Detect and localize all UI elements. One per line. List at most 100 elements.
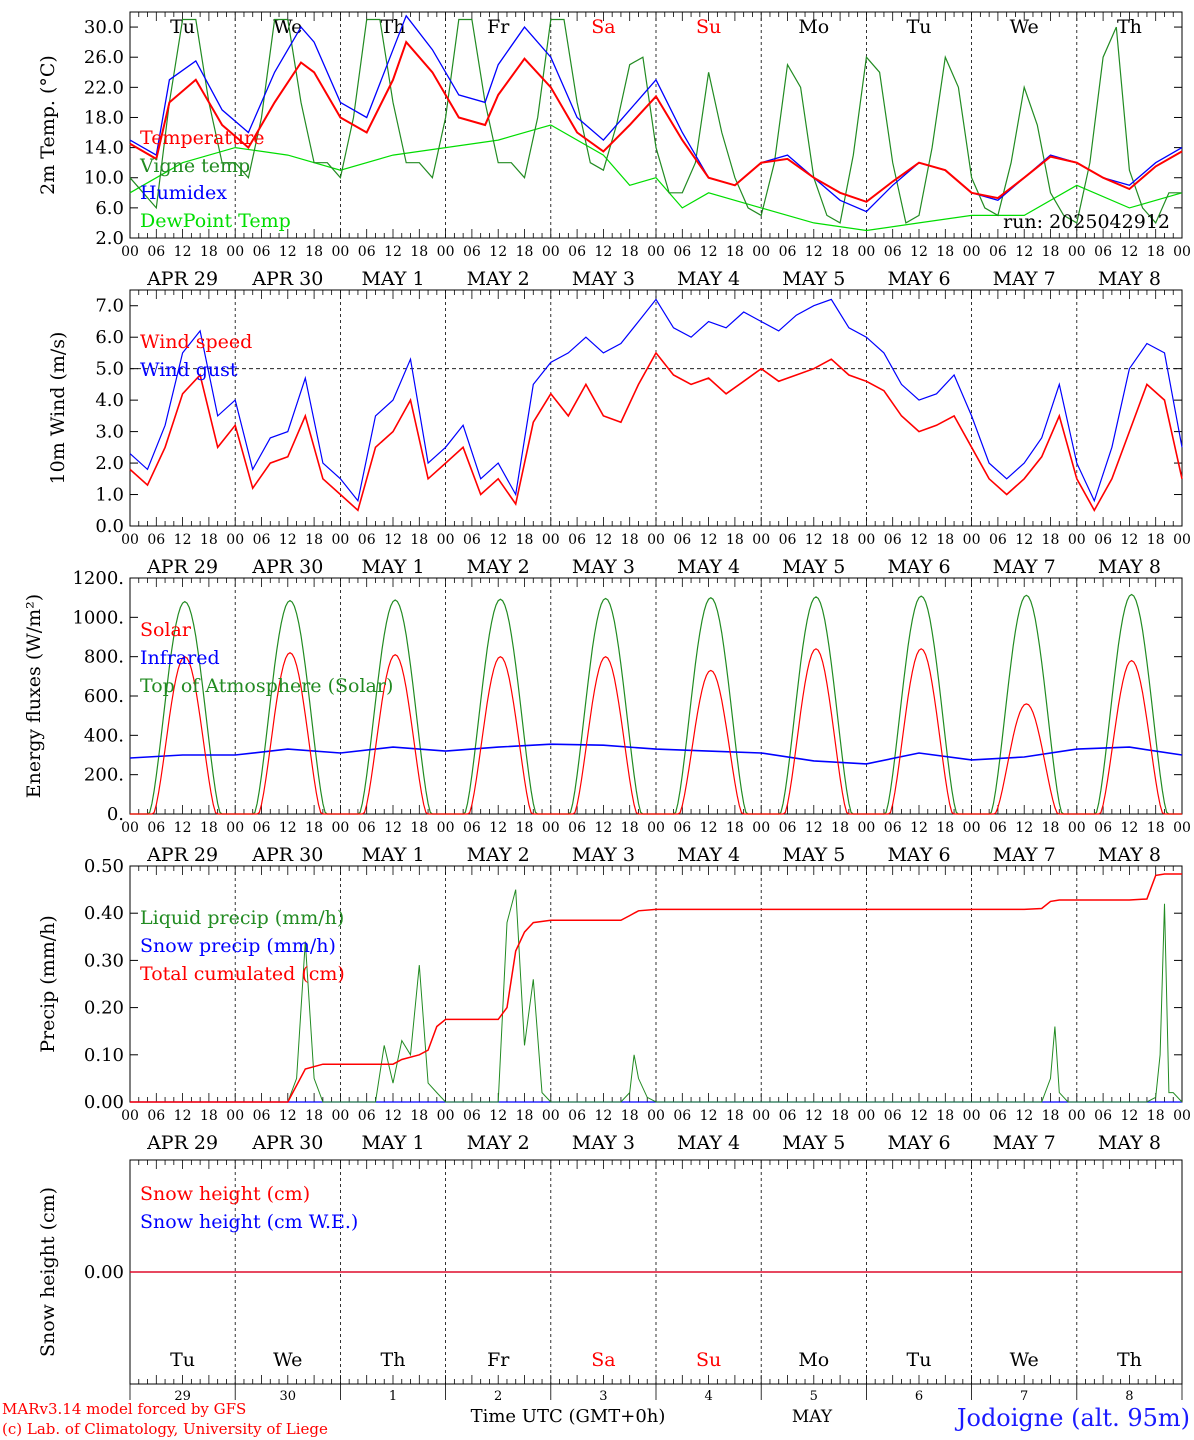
x-hour-label: 12 xyxy=(489,1108,507,1124)
x-date-label: MAY 1 xyxy=(361,1132,424,1154)
y-tick-label: 800. xyxy=(84,647,124,668)
series-label-wind-speed: Wind speed xyxy=(140,331,252,353)
x-date-label: MAY 3 xyxy=(572,844,635,866)
x-hour-label: 12 xyxy=(805,244,823,260)
x-hour-label: 00 xyxy=(857,1108,875,1124)
series-label-vigne-temp: Vigne temp xyxy=(139,155,250,177)
bottom-day-number: 29 xyxy=(174,1389,191,1404)
x-hour-label: 18 xyxy=(1147,1108,1165,1124)
x-hour-label: 12 xyxy=(384,244,402,260)
series-line-wind-speed xyxy=(129,351,1183,512)
y-tick-label: 0.20 xyxy=(84,998,124,1019)
x-hour-label: 18 xyxy=(516,244,534,260)
x-date-label: APR 29 xyxy=(146,1132,218,1154)
x-hour-label: 00 xyxy=(963,244,981,260)
x-date-label: APR 30 xyxy=(251,1132,323,1154)
y-axis-label: 10m Wind (m/s) xyxy=(47,332,69,485)
bottom-day-number: 2 xyxy=(494,1389,502,1404)
x-hour-label: 12 xyxy=(174,820,192,836)
x-hour-label: 18 xyxy=(200,532,218,548)
x-hour-label: 18 xyxy=(621,244,639,260)
x-date-label: APR 30 xyxy=(251,268,323,290)
y-tick-label: 22.0 xyxy=(84,77,124,98)
x-date-label: MAY 5 xyxy=(782,844,845,866)
x-hour-label: 06 xyxy=(463,1108,481,1124)
x-hour-label: 06 xyxy=(989,532,1007,548)
x-date-label: MAY 1 xyxy=(361,556,424,578)
x-hour-label: 00 xyxy=(857,820,875,836)
weekday-label: We xyxy=(273,16,302,38)
x-hour-label: 06 xyxy=(463,532,481,548)
x-hour-label: 12 xyxy=(279,1108,297,1124)
series-label-solar: Solar xyxy=(140,619,192,641)
x-hour-label: 12 xyxy=(910,820,928,836)
x-hour-label: 06 xyxy=(673,820,691,836)
x-hour-label: 12 xyxy=(594,244,612,260)
x-hour-label: 06 xyxy=(673,244,691,260)
x-hour-label: 18 xyxy=(1042,532,1060,548)
x-hour-label: 06 xyxy=(358,532,376,548)
x-hour-label: 18 xyxy=(1042,1108,1060,1124)
x-hour-label: 06 xyxy=(779,532,797,548)
x-hour-label: 06 xyxy=(568,532,586,548)
x-hour-label: 18 xyxy=(1042,820,1060,836)
x-hour-label: 00 xyxy=(542,532,560,548)
x-hour-label: 18 xyxy=(305,244,323,260)
y-tick-label: 14.0 xyxy=(84,138,124,159)
x-hour-label: 00 xyxy=(1173,820,1191,836)
x-hour-label: 06 xyxy=(253,532,271,548)
x-hour-label: 06 xyxy=(568,820,586,836)
x-date-label: APR 29 xyxy=(146,268,218,290)
location-label: Jodoigne (alt. 95m) xyxy=(954,1404,1190,1432)
x-date-label: MAY 5 xyxy=(782,1132,845,1154)
model-credit: MARv3.14 model forced by GFS xyxy=(2,1400,246,1418)
x-hour-label: 12 xyxy=(174,244,192,260)
x-hour-label: 00 xyxy=(752,1108,770,1124)
series-line-dewpoint-temp xyxy=(129,124,1183,232)
x-hour-label: 06 xyxy=(989,1108,1007,1124)
x-hour-label: 06 xyxy=(779,244,797,260)
x-hour-label: 12 xyxy=(174,532,192,548)
x-hour-label: 00 xyxy=(1068,244,1086,260)
x-hour-label: 06 xyxy=(884,1108,902,1124)
x-hour-label: 00 xyxy=(331,244,349,260)
x-hour-label: 18 xyxy=(831,1108,849,1124)
run-annotation: run: 2025042912 xyxy=(1003,211,1170,233)
x-hour-label: 06 xyxy=(989,244,1007,260)
x-hour-label: 00 xyxy=(437,820,455,836)
x-hour-label: 06 xyxy=(884,244,902,260)
x-hour-label: 12 xyxy=(1120,244,1138,260)
x-hour-label: 00 xyxy=(226,532,244,548)
x-hour-label: 00 xyxy=(437,1108,455,1124)
weekday-label: Sa xyxy=(591,16,615,38)
x-hour-label: 12 xyxy=(384,532,402,548)
x-hour-label: 06 xyxy=(1094,244,1112,260)
time-axis-label: Time UTC (GMT+0h) xyxy=(471,1406,666,1427)
bottom-axis: Tu We Th Fr Sa Su Mo Tu We Th 29 30 1 2 3 4 5 6 7 8 MAY Tim… xyxy=(129,1349,1183,1427)
weekday-label: We xyxy=(1010,16,1039,38)
y-tick-label: 1200. xyxy=(72,568,124,589)
x-hour-label: 00 xyxy=(963,1108,981,1124)
x-date-label: MAY 1 xyxy=(361,268,424,290)
x-date-label: MAY 5 xyxy=(782,268,845,290)
bottom-weekday-label: Th xyxy=(1117,1349,1142,1371)
x-hour-label: 06 xyxy=(884,532,902,548)
x-hour-label: 06 xyxy=(779,1108,797,1124)
x-hour-label: 12 xyxy=(174,1108,192,1124)
x-hour-label: 00 xyxy=(226,244,244,260)
bottom-weekday-label: Tu xyxy=(907,1349,932,1371)
series-label-wind-gust: Wind gust xyxy=(140,359,238,381)
x-date-label: MAY 2 xyxy=(467,844,530,866)
bottom-day-number: 8 xyxy=(1125,1389,1133,1404)
x-hour-label: 06 xyxy=(147,532,165,548)
x-hour-label: 18 xyxy=(621,820,639,836)
x-hour-label: 06 xyxy=(147,244,165,260)
x-hour-label: 00 xyxy=(647,1108,665,1124)
x-hour-label: 06 xyxy=(358,820,376,836)
series-line-infrared xyxy=(129,743,1183,765)
x-hour-label: 18 xyxy=(621,1108,639,1124)
x-hour-label: 12 xyxy=(1015,820,1033,836)
energy-panel: Energy fluxes (W/m²) 0. 200. 400. 600. 800. 1… xyxy=(23,568,1191,866)
bottom-day-number: 6 xyxy=(915,1389,923,1404)
